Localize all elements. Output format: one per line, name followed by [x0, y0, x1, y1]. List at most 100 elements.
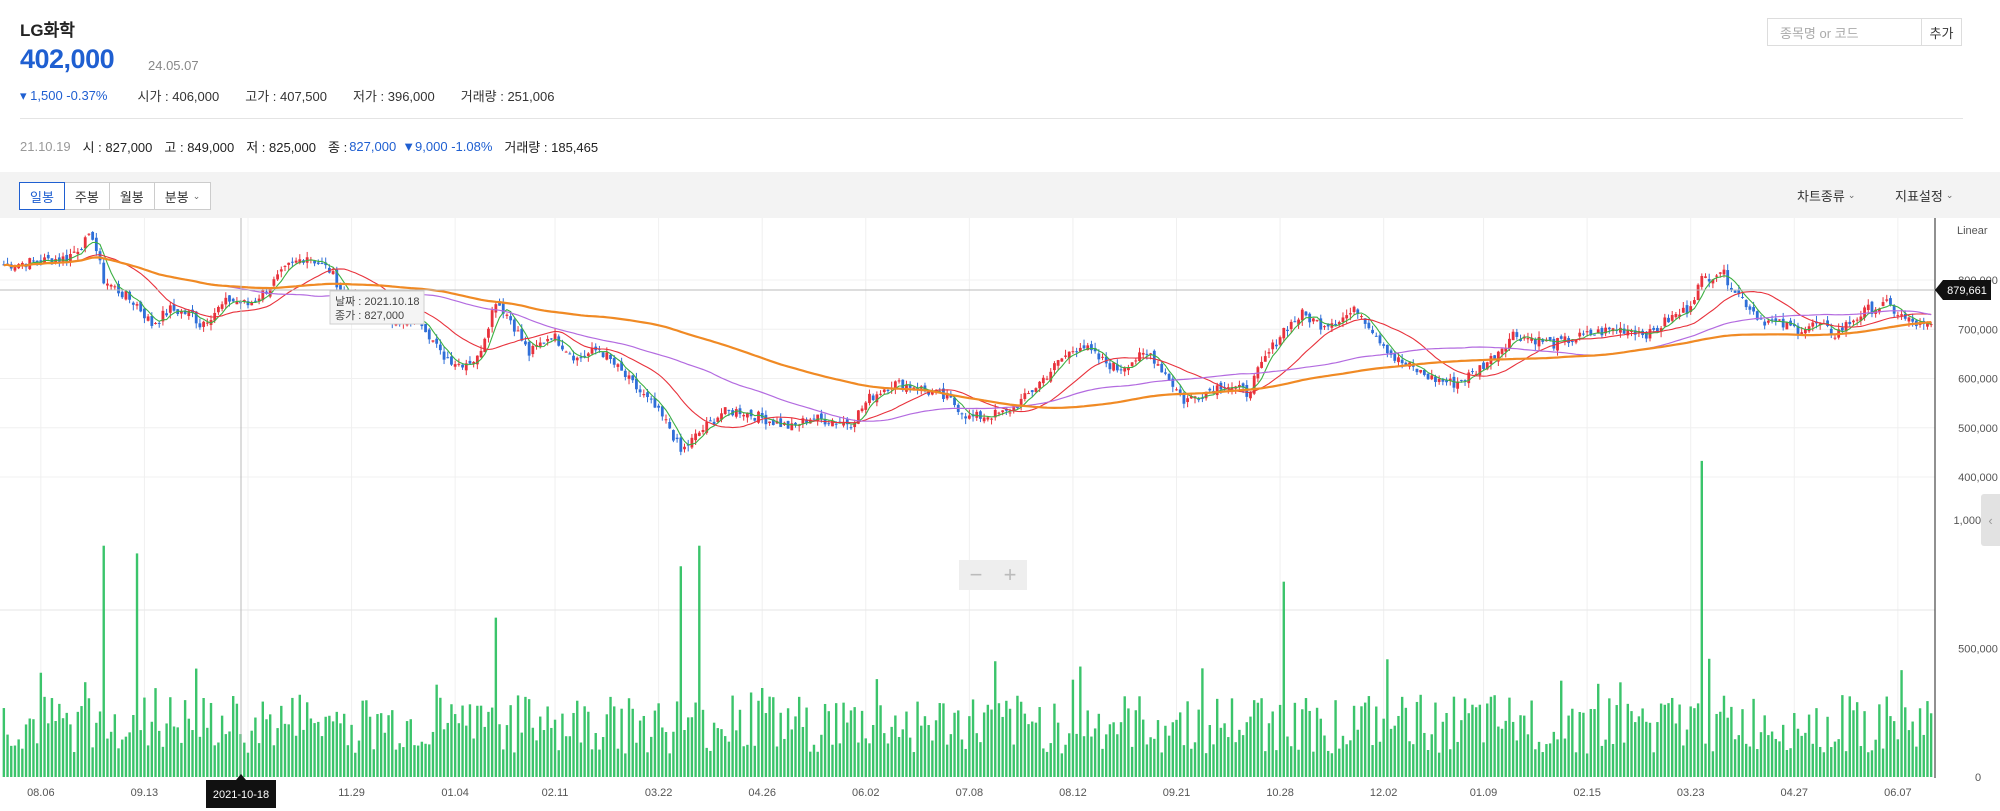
volume-bar	[328, 715, 331, 777]
volume-bar	[1145, 744, 1149, 777]
volume-bar	[675, 701, 679, 777]
high-price: 고가 : 407,500	[245, 89, 327, 104]
candle-body	[631, 375, 635, 381]
volume-bar	[1671, 697, 1674, 777]
candle-body	[1692, 300, 1696, 304]
volume-bar	[10, 745, 13, 777]
candlestick-chart[interactable]: 400,000500,000600,000700,000800,0000500,…	[0, 218, 2000, 811]
period-minute-button[interactable]: 분봉 ⌄	[153, 182, 212, 210]
candle-body	[131, 302, 135, 305]
candle-body	[1770, 319, 1774, 321]
candle-body	[1448, 378, 1452, 381]
candle-body	[1108, 363, 1112, 370]
volume-bar	[494, 617, 498, 777]
volume-bar	[712, 722, 716, 777]
candle-body	[819, 413, 823, 419]
volume-bar	[975, 733, 978, 777]
volume-bar	[927, 725, 930, 777]
volume-bar	[1445, 712, 1448, 777]
volume-bar	[772, 697, 775, 777]
candle-body	[868, 393, 871, 404]
volume-bar	[69, 724, 72, 777]
volume-bar	[1415, 701, 1419, 777]
zoom-in-button[interactable]: +	[1003, 562, 1017, 587]
x-tick-label: 08.06	[27, 787, 55, 799]
candle-body	[468, 360, 472, 364]
volume-bar	[435, 684, 438, 777]
candle-body	[117, 283, 120, 294]
volume-bar	[87, 698, 91, 777]
period-daily-button[interactable]: 일봉	[19, 182, 65, 210]
volume-bar	[342, 713, 346, 777]
indicator-settings-dropdown[interactable]: 지표설정 ⌄	[1895, 186, 1953, 205]
volume-bar	[1093, 728, 1097, 777]
volume-bar	[535, 740, 538, 777]
volume-bar	[871, 724, 875, 777]
candle-body	[235, 301, 239, 305]
volume-bar	[1804, 732, 1807, 777]
period-weekly-button[interactable]: 주봉	[63, 182, 110, 210]
candle-body	[1337, 322, 1341, 325]
volume-bar	[1460, 720, 1463, 777]
volume-bar	[135, 553, 139, 777]
volume-bar	[195, 668, 198, 777]
volume-bar	[1833, 741, 1837, 777]
zoom-out-button[interactable]: −	[969, 562, 983, 587]
ma5-line	[3, 241, 1932, 446]
volume-bar	[1815, 708, 1818, 777]
volume-bar	[1245, 722, 1248, 777]
volume-bar	[1726, 717, 1729, 777]
candle-body	[35, 260, 39, 263]
volume-bar	[331, 721, 335, 777]
volume-bar	[1056, 722, 1060, 777]
volume-bar	[183, 700, 187, 777]
candle-body	[609, 354, 612, 360]
candle-body	[1792, 324, 1796, 327]
price-summary-row: ▾ 1,500 -0.37% 시가 : 406,000 고가 : 407,500…	[20, 86, 580, 105]
volume-bar	[416, 745, 420, 777]
candle-body	[586, 353, 590, 356]
volume-bar	[846, 722, 849, 777]
candle-body	[1415, 368, 1419, 373]
volume-bar	[91, 747, 94, 777]
candle-body	[128, 291, 132, 300]
chart-type-dropdown[interactable]: 차트종류 ⌄	[1797, 186, 1855, 205]
volume-bar	[1807, 714, 1811, 777]
candle-body	[1663, 317, 1667, 327]
side-panel-toggle[interactable]: ‹	[1981, 494, 2000, 546]
volume-bar	[1408, 741, 1411, 777]
volume-bar	[1441, 721, 1445, 777]
x-tick-label: 09.13	[131, 787, 159, 799]
volume-bar	[1530, 700, 1533, 777]
volume-bar	[1737, 735, 1740, 777]
volume-bar	[1101, 748, 1104, 777]
volume-bar	[1164, 725, 1167, 777]
candle-body	[1104, 356, 1108, 364]
volume-bar	[198, 736, 202, 777]
candle-body	[1134, 360, 1138, 362]
candle-body	[1319, 318, 1323, 330]
volume-tick-label: 0	[1975, 772, 1981, 784]
volume-bar	[1363, 702, 1367, 777]
volume-bar	[143, 697, 146, 777]
stock-search-input[interactable]: 종목명 or 코드	[1767, 18, 1922, 46]
candle-body	[1400, 359, 1404, 364]
x-tick-label: 01.04	[441, 787, 469, 799]
volume-bar	[1134, 710, 1138, 777]
candle-body	[709, 420, 712, 422]
volume-bar	[187, 718, 191, 777]
period-monthly-button[interactable]: 월봉	[108, 182, 155, 210]
candle-body	[1741, 296, 1744, 298]
candle-body	[561, 345, 564, 350]
period-daily-label: 일봉	[30, 189, 54, 205]
volume-bar	[1204, 753, 1208, 777]
candle-body	[1304, 311, 1308, 316]
candle-body	[564, 351, 568, 353]
add-stock-button[interactable]: 추가	[1921, 18, 1962, 46]
ma60-line	[3, 256, 1932, 422]
candle-body	[135, 304, 139, 306]
candle-body	[712, 421, 716, 425]
candle-body	[1112, 362, 1116, 371]
volume-bar	[476, 705, 479, 777]
candle-body	[897, 380, 901, 382]
